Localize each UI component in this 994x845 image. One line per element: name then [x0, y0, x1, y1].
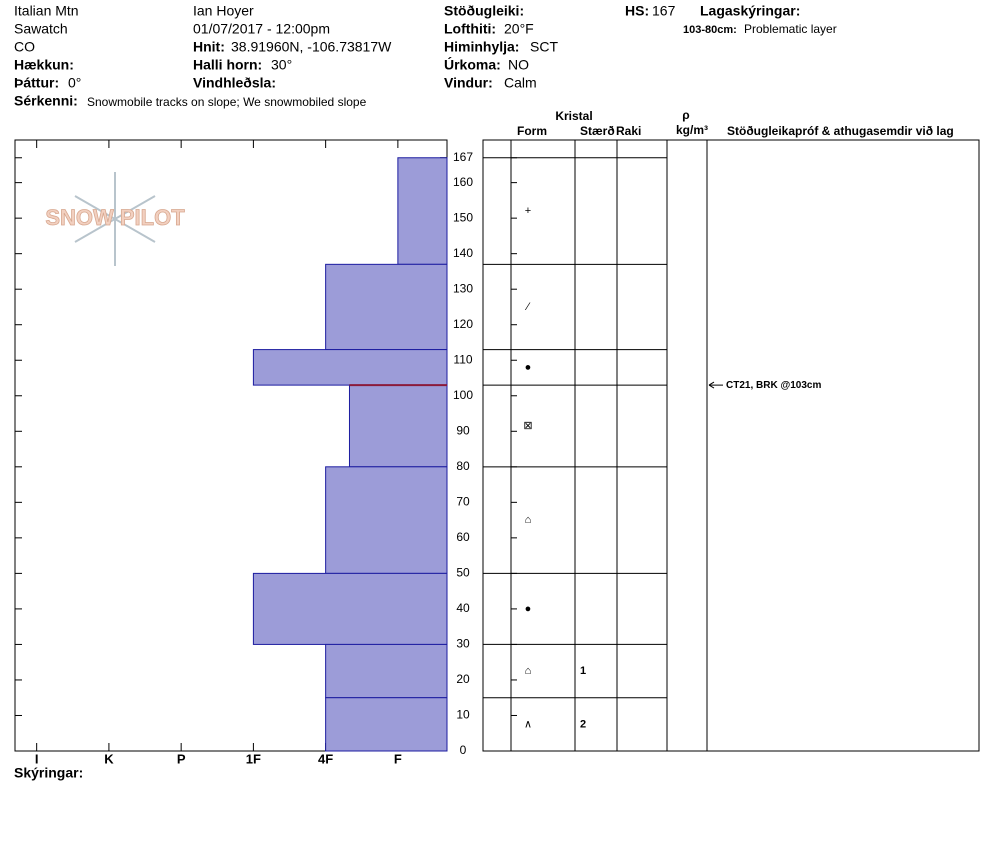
y-tick-label: 60: [456, 530, 470, 544]
column-header: Raki: [616, 124, 641, 138]
grain-form: ⌂: [525, 665, 532, 677]
hardness-bar: [348, 384, 448, 468]
grain-form: ∧: [524, 718, 532, 730]
y-tick-label: 160: [453, 175, 473, 189]
logo: SNOW PILOT: [45, 205, 185, 230]
hardness-bar: [325, 466, 448, 574]
column-header: Form: [517, 124, 547, 138]
site-range: Sawatch: [14, 21, 68, 37]
hardness-bar: [325, 643, 448, 699]
y-tick-label: 150: [453, 210, 473, 224]
y-tick-label: 70: [456, 495, 470, 509]
notes-label: Skýringar:: [14, 765, 83, 781]
table-grid: [482, 139, 980, 752]
layer-note-range: 103-80cm:: [683, 24, 737, 36]
y-tick-label: 80: [456, 459, 470, 473]
grain-form: ●: [525, 603, 532, 615]
field-value: NO: [508, 57, 529, 73]
field-value: 20°F: [504, 21, 534, 37]
field-label: HS:: [625, 3, 649, 19]
y-tick-label: 30: [456, 637, 470, 651]
grain-form: ⌂: [525, 514, 532, 526]
field-label: Stöðugleiki:: [444, 3, 524, 19]
field-label: Þáttur:: [14, 75, 59, 91]
observer: Ian Hoyer: [193, 3, 254, 19]
grain-form: ●: [525, 361, 532, 373]
field-value: Calm: [504, 75, 537, 91]
field-label: Lofthiti:: [444, 21, 496, 37]
hardness-bar: [252, 349, 448, 386]
y-tick-label: 90: [456, 423, 470, 437]
field-value: 167: [652, 3, 676, 19]
logo-flake: [74, 172, 156, 266]
hardness-bar: [325, 697, 448, 752]
y-tick-label: 120: [453, 317, 473, 331]
y-tick-label: 20: [456, 672, 470, 686]
y-tick-label: 50: [456, 566, 470, 580]
field-value: 30°: [271, 57, 292, 73]
grain-size: 1: [580, 665, 586, 677]
x-tick-label: 1F: [246, 751, 261, 766]
field-value: Snowmobile tracks on slope; We snowmobil…: [87, 95, 367, 109]
field-label: Lagaskýringar:: [700, 3, 800, 19]
grain-size: 2: [580, 718, 586, 730]
y-tick-label: 110: [453, 352, 472, 366]
field-label: Vindhleðsla:: [193, 75, 276, 91]
x-tick-label: 4F: [318, 751, 333, 766]
x-tick-label: F: [394, 751, 402, 766]
field-label: Hækkun:: [14, 57, 74, 73]
field-label: Himinhylja:: [444, 39, 519, 55]
field-label: Sérkenni:: [14, 93, 78, 109]
field-label: Halli horn:: [193, 57, 262, 73]
y-tick-label: 100: [453, 388, 473, 402]
x-tick-label: K: [104, 751, 114, 766]
layer-note: Problematic layer: [744, 22, 837, 36]
column-header: Kristal: [555, 109, 592, 123]
grain-form: ⁄: [524, 301, 531, 313]
column-header: ρ: [682, 108, 689, 122]
field-value: 38.91960N, -106.73817W: [231, 39, 392, 55]
grain-form: +: [525, 205, 531, 217]
column-header: kg/m³: [676, 123, 708, 137]
hardness-bar: [325, 263, 448, 351]
y-tick-label: 10: [456, 708, 470, 722]
column-header: Stöðugleikapróf & athugasemdir við lag: [727, 124, 954, 138]
y-tick-label: 130: [453, 281, 473, 295]
field-value: 0°: [68, 75, 81, 91]
y-tick-label: 0: [460, 743, 467, 757]
site-state: CO: [14, 39, 35, 55]
datetime: 01/07/2017 - 12:00pm: [193, 21, 330, 37]
site-name: Italian Mtn: [14, 3, 79, 19]
y-tick-label: 40: [456, 601, 470, 615]
x-tick-label: I: [35, 751, 39, 766]
y-tick-label: 167: [453, 150, 473, 164]
column-header: Stærð: [580, 124, 615, 138]
y-tick-label: 140: [453, 246, 473, 260]
test-label: CT21, BRK @103cm: [726, 380, 821, 391]
x-tick-label: P: [177, 751, 186, 766]
test-arrow-head: [708, 381, 715, 389]
grain-form: ⊠: [523, 420, 532, 432]
field-label: Hnit:: [193, 39, 225, 55]
field-label: Úrkoma:: [444, 56, 501, 73]
hardness-bar: [397, 157, 448, 265]
hardness-bar: [252, 572, 448, 645]
field-label: Vindur:: [444, 75, 493, 91]
field-value: SCT: [530, 39, 558, 55]
